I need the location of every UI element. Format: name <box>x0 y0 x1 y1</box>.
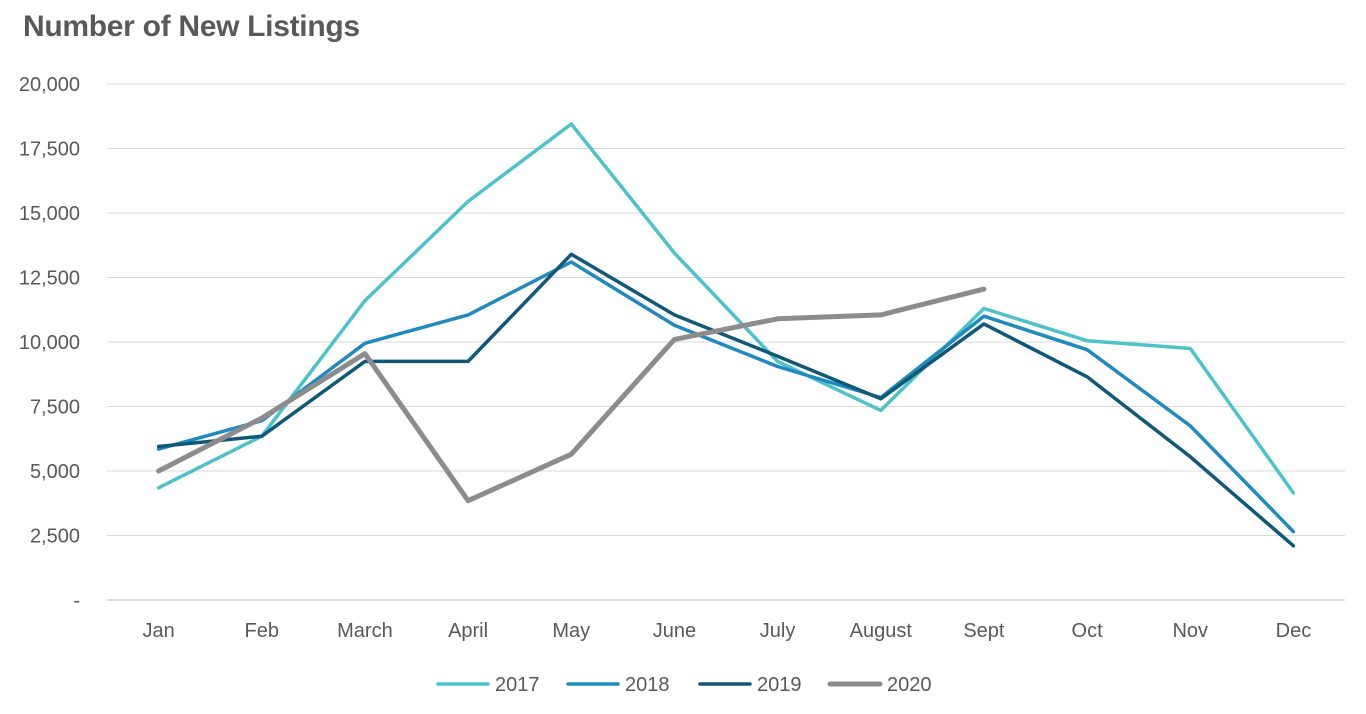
y-tick-label: 15,000 <box>19 203 80 225</box>
legend-label: 2018 <box>625 674 670 696</box>
x-tick-label: Sept <box>963 620 1005 642</box>
y-tick-label: 17,500 <box>19 139 80 161</box>
legend-label: 2020 <box>887 674 932 696</box>
y-tick-label: 7,500 <box>30 397 80 419</box>
legend-item-2019: 2019 <box>698 674 802 696</box>
x-tick-label: April <box>448 620 488 642</box>
series-line-2019 <box>156 252 1296 548</box>
x-tick-label: Jan <box>142 620 174 642</box>
y-tick-label: 2,500 <box>30 526 80 548</box>
x-tick-label: Dec <box>1276 620 1312 642</box>
series-lines <box>156 122 1296 548</box>
y-tick-label: - <box>73 590 80 612</box>
x-tick-label: July <box>760 620 796 642</box>
legend: 2017 2018 2019 2020 <box>436 674 932 696</box>
x-axis-ticks: Jan Feb March April May June July August Sept Oct… <box>142 620 1311 642</box>
y-tick-label: 20,000 <box>19 74 80 96</box>
x-tick-label: August <box>850 620 913 642</box>
series-line-2018 <box>156 260 1296 534</box>
x-tick-label: Nov <box>1172 620 1208 642</box>
x-tick-label: Oct <box>1072 620 1104 642</box>
legend-item-2017: 2017 <box>436 674 540 696</box>
legend-item-2020: 2020 <box>827 674 932 696</box>
y-axis-ticks: - 2,500 5,000 7,500 10,000 12,500 15,000 17,500… <box>19 74 80 612</box>
x-tick-label: June <box>653 620 696 642</box>
x-tick-label: March <box>337 620 393 642</box>
series-line-2017 <box>156 122 1296 495</box>
y-tick-label: 10,000 <box>19 332 80 354</box>
legend-label: 2017 <box>495 674 540 696</box>
chart-title: Number of New Listings <box>23 10 360 43</box>
x-tick-label: May <box>552 620 590 642</box>
series-line-2020 <box>156 286 987 504</box>
y-tick-label: 5,000 <box>30 461 80 483</box>
x-tick-label: Feb <box>245 620 279 642</box>
legend-label: 2019 <box>757 674 802 696</box>
gridlines <box>107 83 1345 601</box>
legend-item-2018: 2018 <box>566 674 670 696</box>
y-tick-label: 12,500 <box>19 268 80 290</box>
